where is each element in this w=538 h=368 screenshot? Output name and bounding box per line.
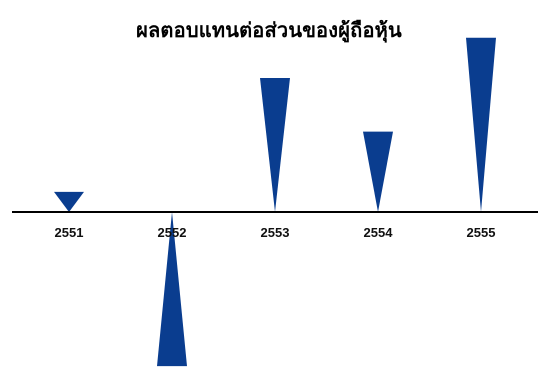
x-tick-label: 2552 xyxy=(158,225,187,240)
x-tick-label: 2554 xyxy=(364,225,394,240)
x-tick-labels: 2551 2552 2553 2554 2555 xyxy=(55,225,496,240)
bar-series xyxy=(54,37,496,367)
x-tick-label: 2553 xyxy=(261,225,290,240)
bar-2555 xyxy=(466,37,496,212)
x-tick-label: 2555 xyxy=(467,225,496,240)
x-tick-label: 2551 xyxy=(55,225,84,240)
bar-2551 xyxy=(54,191,84,212)
bar-2554 xyxy=(363,131,393,212)
chart-title: ผลตอบแทนต่อส่วนของผู้ถือหุ้น xyxy=(136,20,402,42)
bar-2552 xyxy=(157,212,187,367)
bar-2553 xyxy=(260,78,290,212)
